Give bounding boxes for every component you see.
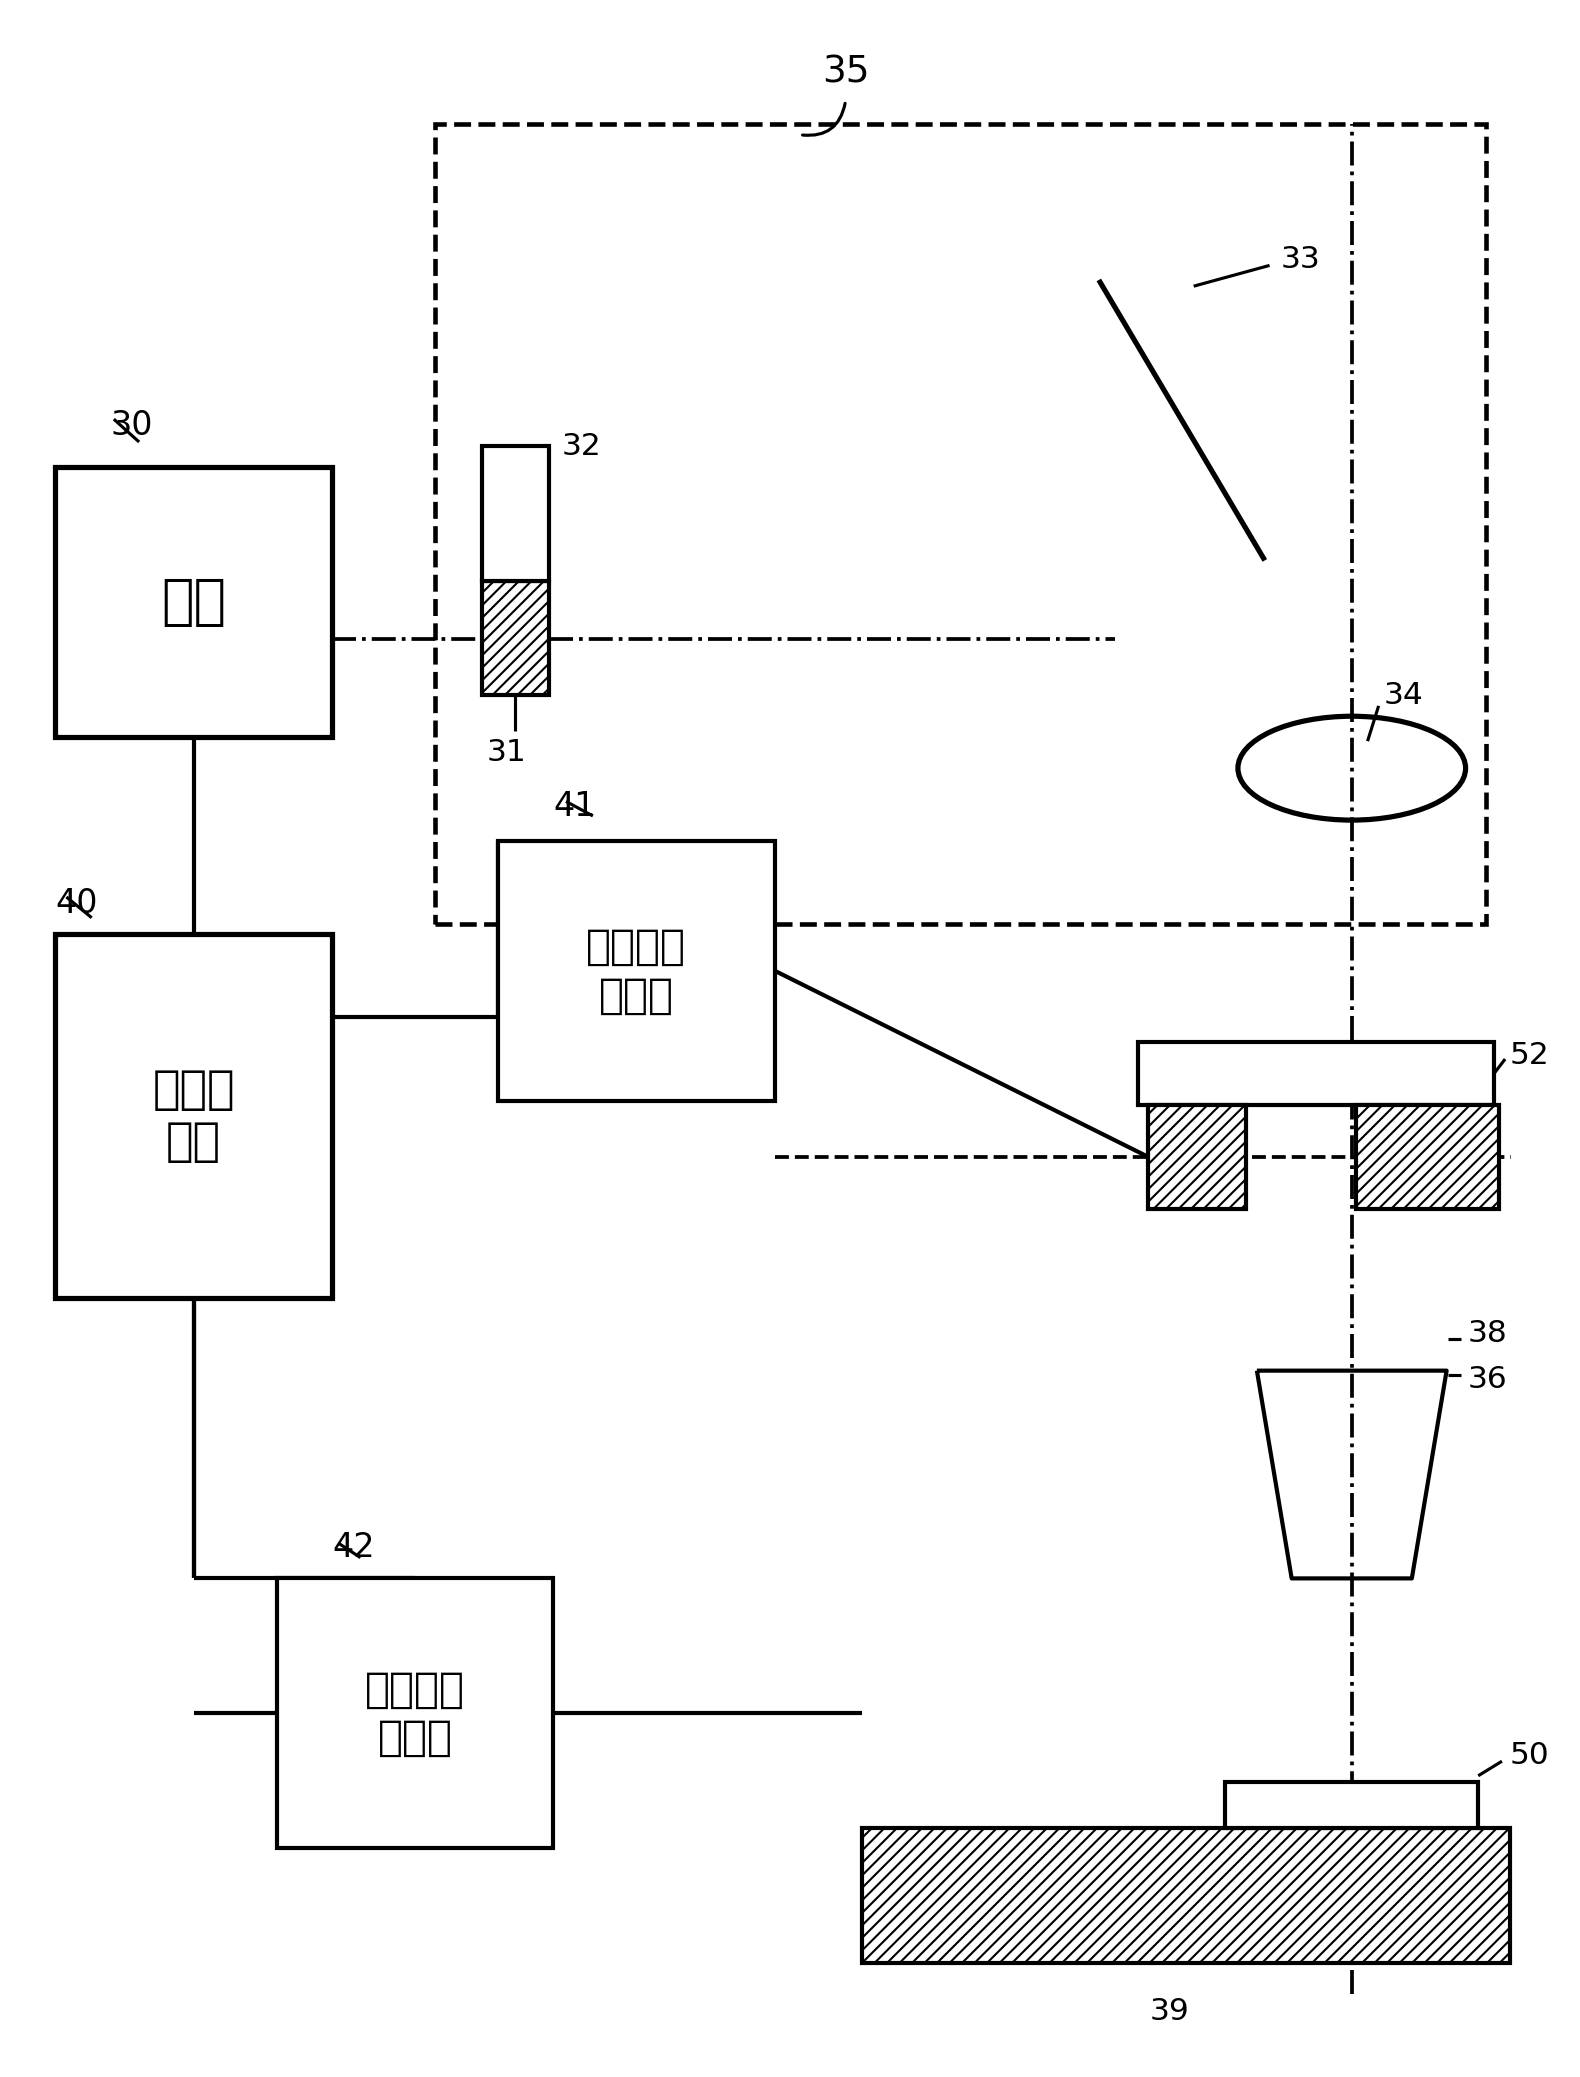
Text: 52: 52 xyxy=(1509,1041,1548,1070)
Text: 主控制
系统: 主控制 系统 xyxy=(152,1068,235,1165)
Text: 33: 33 xyxy=(1280,245,1319,274)
Text: 光源: 光源 xyxy=(161,575,226,629)
Bar xyxy=(498,841,774,1101)
Text: 31: 31 xyxy=(487,737,526,766)
Bar xyxy=(1356,1105,1498,1209)
Text: 30: 30 xyxy=(111,409,153,442)
Text: 40: 40 xyxy=(55,887,98,920)
Bar xyxy=(1147,1105,1245,1209)
Bar xyxy=(1138,1043,1493,1105)
Bar xyxy=(861,1828,1509,1963)
Bar xyxy=(55,467,332,737)
Text: 34: 34 xyxy=(1382,681,1422,710)
Text: 41: 41 xyxy=(553,789,596,822)
Text: 32: 32 xyxy=(561,432,600,461)
Bar xyxy=(1224,1782,1477,1828)
Text: 39: 39 xyxy=(1149,1996,1190,2025)
Bar xyxy=(55,935,332,1298)
Text: 50: 50 xyxy=(1509,1741,1548,1770)
Text: 42: 42 xyxy=(332,1531,374,1564)
Bar xyxy=(276,1579,553,1849)
Bar xyxy=(482,447,548,582)
Text: 掩膜台驱
动系统: 掩膜台驱 动系统 xyxy=(586,926,686,1016)
Bar xyxy=(435,125,1485,924)
Bar xyxy=(482,582,548,696)
Text: 36: 36 xyxy=(1466,1365,1506,1394)
Text: 衬底台驱
动系统: 衬底台驱 动系统 xyxy=(365,1668,465,1759)
Text: 35: 35 xyxy=(822,54,869,91)
Text: 38: 38 xyxy=(1466,1319,1506,1348)
